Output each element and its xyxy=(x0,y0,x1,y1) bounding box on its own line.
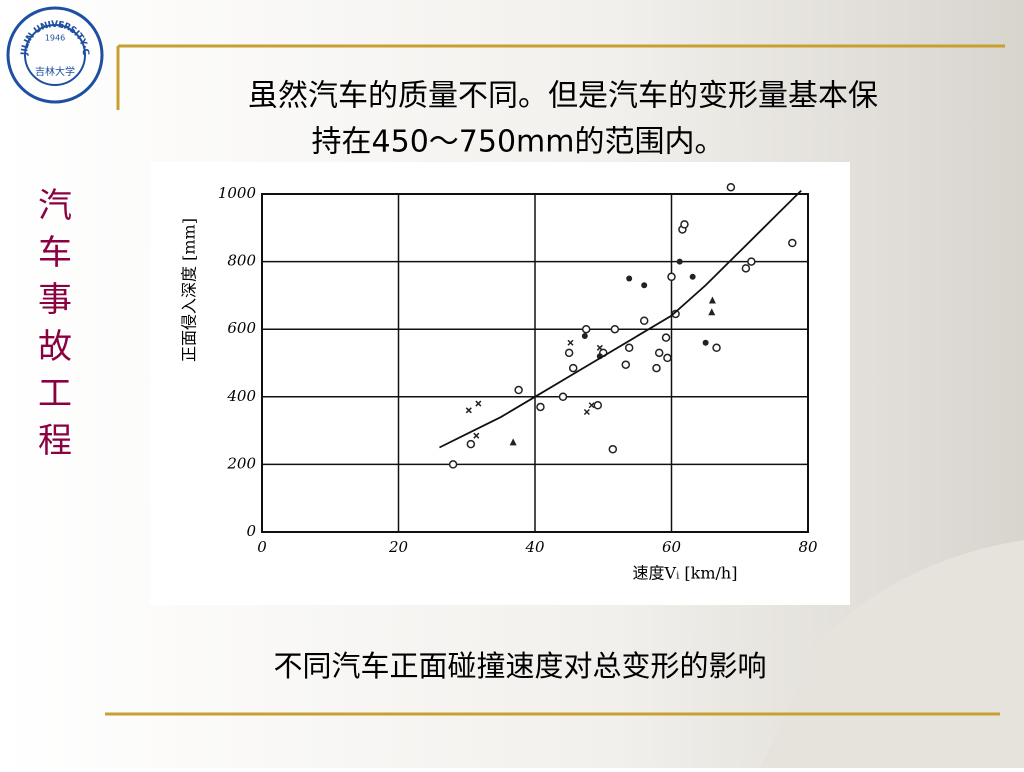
logo-year: 1946 xyxy=(45,34,65,43)
point xyxy=(641,282,648,289)
point xyxy=(626,275,633,282)
fit-curve xyxy=(439,189,802,449)
sidebar-char: 事 xyxy=(38,280,72,320)
point xyxy=(639,316,649,325)
x-tick-label: 20 xyxy=(388,538,409,556)
point xyxy=(465,407,472,414)
point xyxy=(509,438,517,446)
x-tick-label: 0 xyxy=(257,538,267,556)
point xyxy=(652,363,661,373)
point xyxy=(680,220,689,229)
point xyxy=(676,258,683,265)
y-tick-label: 0 xyxy=(246,522,256,540)
sidebar-char: 车 xyxy=(38,233,72,273)
x-tick-label: 80 xyxy=(798,538,818,556)
logo: JILIN UNIVERSITY·CHINA 1946 吉林大学 xyxy=(0,0,104,104)
y-axis-label: 正面侵入深度 [mm] xyxy=(180,218,199,362)
point xyxy=(536,402,545,412)
y-tick-label: 400 xyxy=(226,387,256,405)
sidebar-char: 工 xyxy=(38,374,72,414)
logo-inner xyxy=(24,24,86,86)
point xyxy=(788,238,797,248)
point xyxy=(588,402,595,409)
logo-ring xyxy=(6,6,104,104)
point xyxy=(702,339,709,346)
point xyxy=(558,392,568,402)
chart: 0 200 400 600 800 1000 0 20 40 60 80 速度Vᵢ [km/h] 正面侵… xyxy=(180,182,818,583)
point xyxy=(689,273,696,280)
heading-line: 持在450～750mm的范围内。 xyxy=(312,125,725,160)
y-tick-label: 1000 xyxy=(218,184,257,202)
point xyxy=(741,264,751,273)
point xyxy=(475,400,482,407)
point xyxy=(661,333,671,342)
point xyxy=(564,348,574,358)
point xyxy=(581,332,588,339)
point xyxy=(610,324,620,334)
point xyxy=(514,385,523,395)
point xyxy=(747,257,756,266)
point xyxy=(583,408,590,416)
heading-line: 虽然汽车的质量不同。但是汽车的变形量基本保 xyxy=(248,79,878,114)
logo-name: 吉林大学 xyxy=(35,65,75,78)
point xyxy=(593,401,603,410)
point xyxy=(624,343,634,353)
point xyxy=(567,339,574,346)
point xyxy=(596,344,603,351)
point xyxy=(608,444,618,454)
sidebar-char: 程 xyxy=(38,421,72,461)
point xyxy=(667,272,676,282)
point xyxy=(448,460,458,469)
point xyxy=(663,353,672,363)
point xyxy=(726,182,736,192)
point xyxy=(568,363,578,373)
point xyxy=(621,360,631,369)
point xyxy=(708,296,716,304)
sidebar-char: 汽 xyxy=(38,186,72,226)
y-tick-label: 200 xyxy=(226,454,256,472)
x-tick-label: 40 xyxy=(524,538,545,556)
x-tick-label: 60 xyxy=(662,538,682,556)
caption: 不同汽车正面碰撞速度对总变形的影响 xyxy=(273,649,766,683)
sidebar-char: 故 xyxy=(38,327,72,367)
point xyxy=(654,348,664,358)
point xyxy=(712,343,721,353)
point xyxy=(581,324,591,334)
car-silhouette xyxy=(760,540,1024,768)
point xyxy=(473,432,480,439)
point xyxy=(466,439,476,449)
y-tick-label: 800 xyxy=(227,252,256,270)
x-axis-label: 速度Vᵢ [km/h] xyxy=(633,564,738,583)
point xyxy=(708,308,716,316)
y-tick-label: 600 xyxy=(227,319,256,337)
